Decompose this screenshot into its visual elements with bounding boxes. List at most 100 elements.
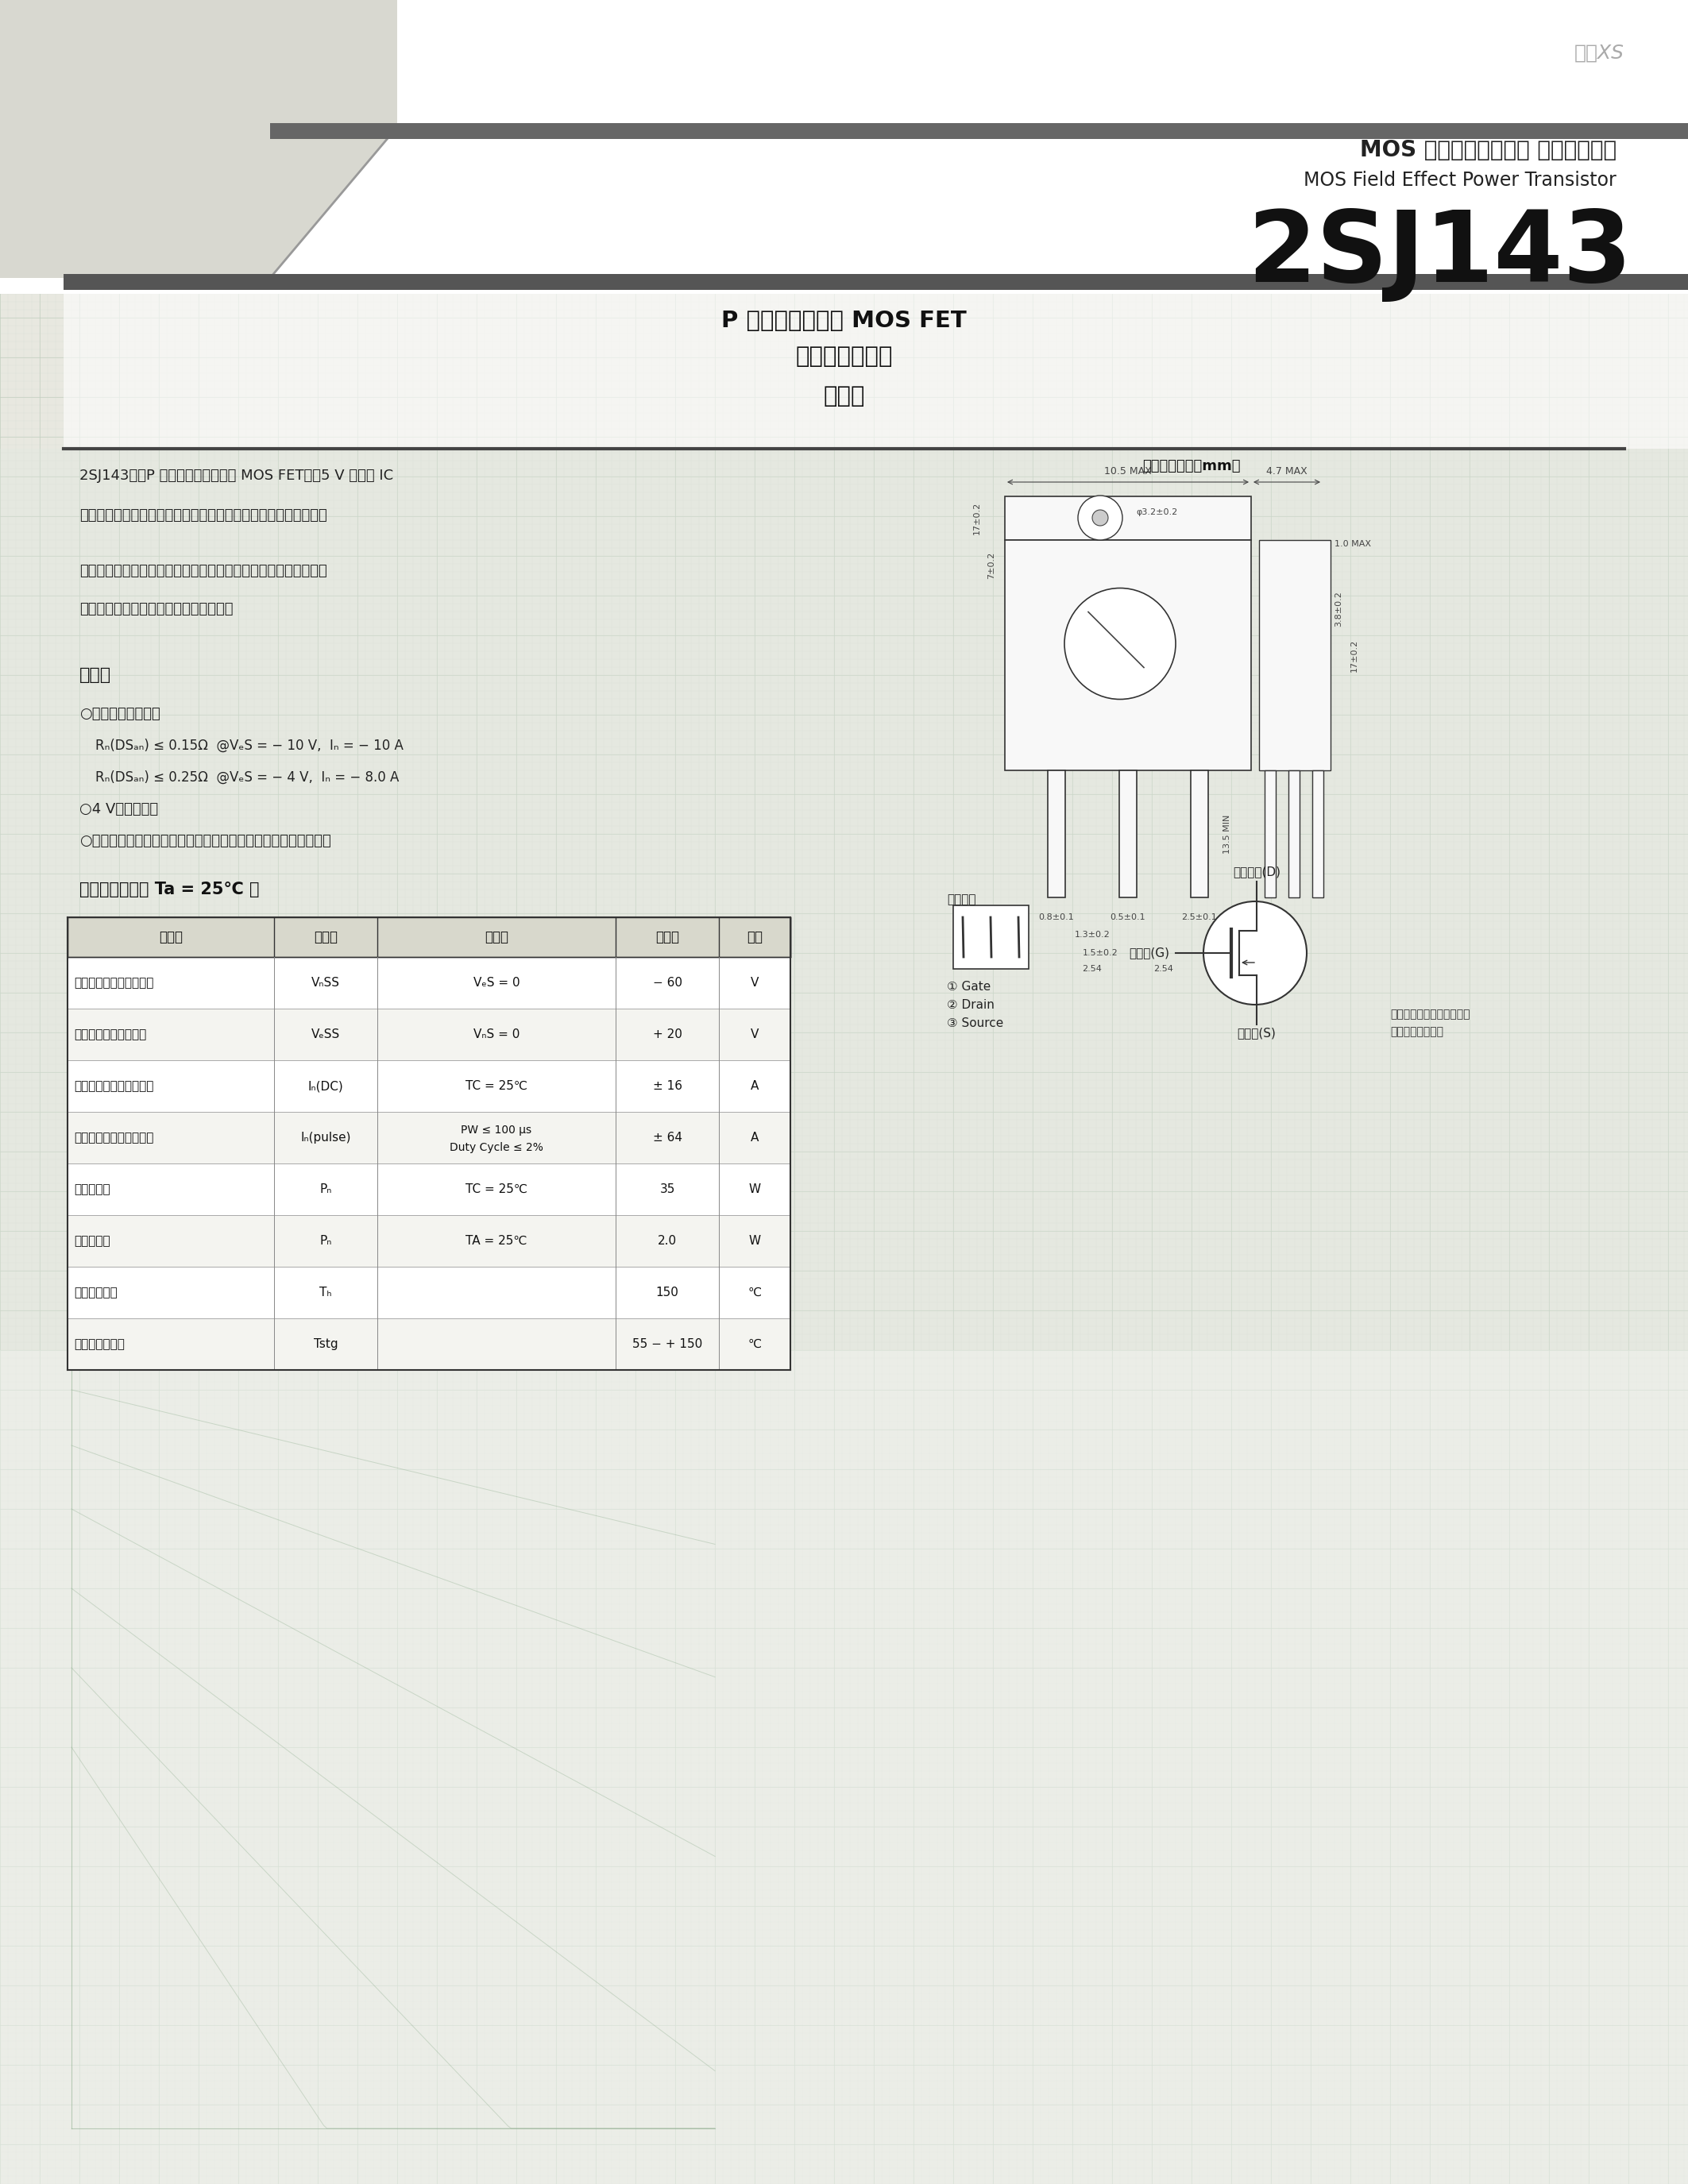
Bar bbox=[68, 1059, 790, 1112]
Text: Tₕ: Tₕ bbox=[319, 1286, 333, 1299]
Text: 条　件: 条 件 bbox=[484, 930, 508, 943]
Text: ゲート・ソース間電圧: ゲート・ソース間電圧 bbox=[74, 1029, 147, 1040]
Text: 2SJ143は，P チャネル横形パワー MOS FETで，5 V 電源系 IC: 2SJ143は，P チャネル横形パワー MOS FETで，5 V 電源系 IC bbox=[79, 470, 393, 483]
Bar bbox=[64, 290, 1688, 448]
Text: 工業用: 工業用 bbox=[824, 384, 864, 408]
Text: + 20: + 20 bbox=[653, 1029, 682, 1040]
Text: Rₙ(DSₐₙ) ≤ 0.15Ω  @VₑS = − 10 V,  Iₙ = − 10 A: Rₙ(DSₐₙ) ≤ 0.15Ω @VₑS = − 10 V, Iₙ = − 1… bbox=[95, 738, 403, 753]
Bar bbox=[270, 122, 1688, 140]
Text: 17±0.2: 17±0.2 bbox=[972, 502, 981, 535]
Circle shape bbox=[1079, 496, 1123, 539]
Bar bbox=[1190, 771, 1209, 898]
Bar bbox=[68, 1164, 790, 1214]
Text: 定　格: 定 格 bbox=[655, 930, 679, 943]
Bar bbox=[68, 1319, 790, 1369]
Circle shape bbox=[1065, 587, 1175, 699]
Text: ゲート(G): ゲート(G) bbox=[1129, 948, 1170, 959]
Text: 0.8±0.1: 0.8±0.1 bbox=[1038, 913, 1074, 922]
Text: ℃: ℃ bbox=[748, 1339, 761, 1350]
Bar bbox=[954, 906, 1028, 970]
Bar bbox=[1004, 539, 1251, 771]
Text: Pₙ: Pₙ bbox=[319, 1234, 333, 1247]
Text: チャネル温度: チャネル温度 bbox=[74, 1286, 118, 1299]
Text: ② Drain: ② Drain bbox=[947, 998, 994, 1011]
Text: ソレノイド，ランプの制御に最適です。: ソレノイド，ランプの制御に最適です。 bbox=[79, 603, 233, 616]
Circle shape bbox=[1204, 902, 1307, 1005]
Text: 1.0 MAX: 1.0 MAX bbox=[1335, 539, 1371, 548]
Text: 10.5 MAX: 10.5 MAX bbox=[1104, 465, 1151, 476]
Bar bbox=[1004, 496, 1251, 539]
Text: MOS Field Effect Power Transistor: MOS Field Effect Power Transistor bbox=[1303, 170, 1617, 190]
Text: 2.0: 2.0 bbox=[658, 1234, 677, 1247]
Text: 単位: 単位 bbox=[746, 930, 763, 943]
Bar bbox=[1288, 771, 1300, 898]
Text: ドレイン・ソース間電圧: ドレイン・ソース間電圧 bbox=[74, 976, 154, 989]
Text: TA = 25℃: TA = 25℃ bbox=[466, 1234, 527, 1247]
Text: PW ≤ 100 μs: PW ≤ 100 μs bbox=[461, 1125, 532, 1136]
Bar bbox=[0, 1350, 1688, 2184]
Bar bbox=[68, 1112, 790, 1164]
Text: ± 16: ± 16 bbox=[653, 1081, 682, 1092]
Text: VₑSS: VₑSS bbox=[311, 1029, 339, 1040]
Bar bbox=[1259, 539, 1330, 771]
Text: 2.5±0.1: 2.5±0.1 bbox=[1182, 913, 1217, 922]
Text: TC = 25℃: TC = 25℃ bbox=[466, 1081, 527, 1092]
Text: VₙS = 0: VₙS = 0 bbox=[473, 1029, 520, 1040]
Text: ○低オン抵抗です。: ○低オン抵抗です。 bbox=[79, 708, 160, 721]
Text: φ3.2±0.2: φ3.2±0.2 bbox=[1136, 509, 1178, 515]
Text: 全　損　失: 全 損 失 bbox=[74, 1184, 110, 1195]
Text: Tstg: Tstg bbox=[314, 1339, 338, 1350]
Text: 絶対最大定格（ Ta = 25℃ ）: 絶対最大定格（ Ta = 25℃ ） bbox=[79, 882, 260, 898]
Text: 略　号: 略 号 bbox=[314, 930, 338, 943]
Text: TC = 25℃: TC = 25℃ bbox=[466, 1184, 527, 1195]
Text: 55 − + 150: 55 − + 150 bbox=[633, 1339, 702, 1350]
Text: 項　目: 項 目 bbox=[159, 930, 182, 943]
Text: 3.8±0.2: 3.8±0.2 bbox=[1335, 592, 1342, 627]
Bar bbox=[68, 917, 790, 957]
Text: 4.7 MAX: 4.7 MAX bbox=[1266, 465, 1308, 476]
Bar bbox=[68, 1267, 790, 1319]
Text: A: A bbox=[751, 1131, 760, 1144]
Text: ドレイン電流（直　流）: ドレイン電流（直 流） bbox=[74, 1081, 154, 1092]
Text: 1.5±0.2: 1.5±0.2 bbox=[1082, 950, 1117, 957]
Text: P チャネルパワー MOS FET: P チャネルパワー MOS FET bbox=[721, 310, 967, 332]
Bar bbox=[1048, 771, 1065, 898]
Text: 2SJ143: 2SJ143 bbox=[1247, 207, 1632, 304]
Text: ± 64: ± 64 bbox=[653, 1131, 682, 1144]
Text: W: W bbox=[749, 1234, 761, 1247]
Text: 0.5±0.1: 0.5±0.1 bbox=[1111, 913, 1146, 922]
Text: 150: 150 bbox=[655, 1286, 679, 1299]
Bar bbox=[1119, 771, 1136, 898]
Text: ℃: ℃ bbox=[748, 1286, 761, 1299]
Text: 銀柔XS: 銀柔XS bbox=[1575, 44, 1624, 63]
Text: 7±0.2: 7±0.2 bbox=[987, 553, 996, 579]
Text: Iₙ(pulse): Iₙ(pulse) bbox=[300, 1131, 351, 1144]
Text: の出力による直接駆動が可能な高速スイッチングデバイスです。: の出力による直接駆動が可能な高速スイッチングデバイスです。 bbox=[79, 509, 327, 522]
Bar bbox=[64, 273, 1688, 290]
Text: スイッチング用: スイッチング用 bbox=[795, 345, 893, 367]
Text: V: V bbox=[751, 976, 760, 989]
Bar bbox=[1264, 771, 1276, 898]
Bar bbox=[68, 957, 790, 1009]
Text: 35: 35 bbox=[660, 1184, 675, 1195]
Text: 17±0.2: 17±0.2 bbox=[1350, 640, 1359, 673]
Polygon shape bbox=[0, 0, 397, 277]
Text: V: V bbox=[751, 1029, 760, 1040]
Text: MOS 形電界効果パワー トランジスタ: MOS 形電界効果パワー トランジスタ bbox=[1361, 140, 1617, 162]
Text: Duty Cycle ≤ 2%: Duty Cycle ≤ 2% bbox=[449, 1142, 544, 1153]
Bar bbox=[68, 1009, 790, 1059]
Text: VₙSS: VₙSS bbox=[311, 976, 339, 989]
Text: ① Gate: ① Gate bbox=[947, 981, 991, 994]
Circle shape bbox=[1092, 509, 1107, 526]
Bar bbox=[68, 1214, 790, 1267]
Bar bbox=[0, 0, 1688, 295]
Text: 電極接続: 電極接続 bbox=[947, 893, 976, 906]
Text: 特　長: 特 長 bbox=[79, 666, 111, 684]
Text: Rₙ(DSₐₙ) ≤ 0.25Ω  @VₑS = − 4 V,  Iₙ = − 8.0 A: Rₙ(DSₐₙ) ≤ 0.25Ω @VₑS = − 4 V, Iₙ = − 8.… bbox=[95, 771, 398, 784]
Text: ダイオードです。: ダイオードです。 bbox=[1391, 1026, 1443, 1037]
Text: ③ Source: ③ Source bbox=[947, 1018, 1003, 1029]
Text: 全　損　失: 全 損 失 bbox=[74, 1234, 110, 1247]
Text: 13.5 MIN: 13.5 MIN bbox=[1224, 815, 1231, 854]
Text: ドレイン電流（パルス）: ドレイン電流（パルス） bbox=[74, 1131, 154, 1144]
Text: Pₙ: Pₙ bbox=[319, 1184, 333, 1195]
